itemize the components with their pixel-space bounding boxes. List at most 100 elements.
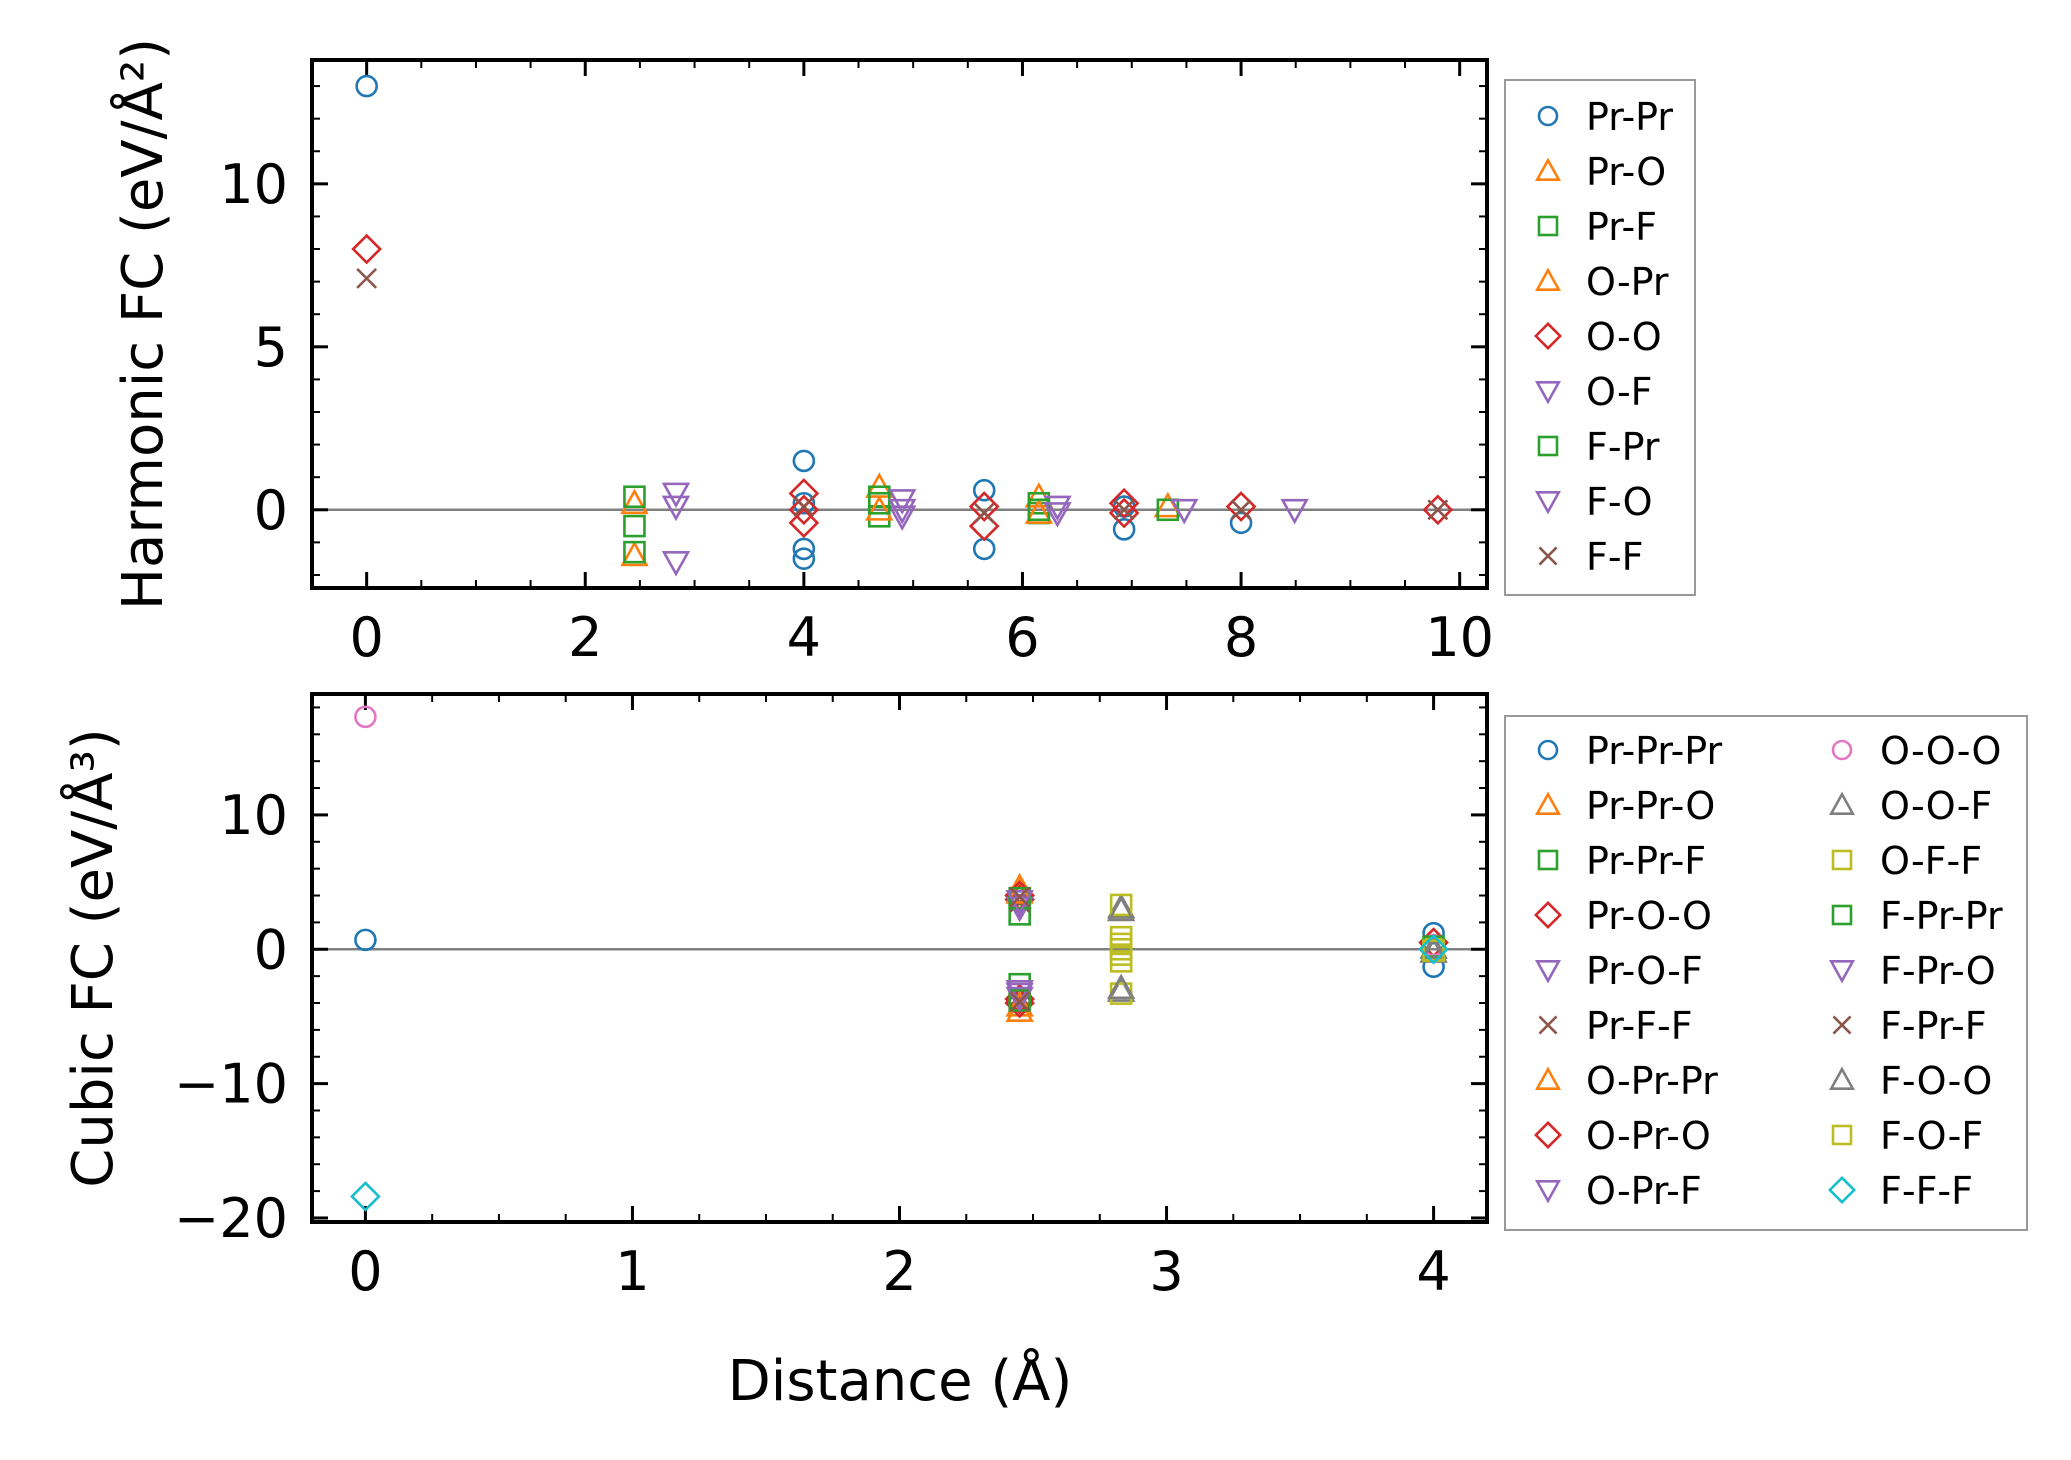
cubic-legend-box <box>1504 715 2028 1231</box>
point-pr-pr <box>972 478 996 502</box>
point-pr-pr <box>355 74 378 98</box>
legend-label-pr-o-o: Pr-O-O <box>1586 894 1712 938</box>
legend-marker-f-f <box>1538 546 1558 566</box>
point-pr-pr <box>792 491 816 515</box>
legend-label-o-pr-f: O-Pr-F <box>1586 1169 1702 1213</box>
legend-label-f-pr-f: F-Pr-F <box>1880 1004 1987 1048</box>
legend-label-f-o-o: F-O-O <box>1880 1059 1992 1103</box>
point-f-pr-f <box>1009 991 1031 1013</box>
point-pr-pr <box>792 547 816 570</box>
legend-label-f-pr-o: F-Pr-O <box>1880 949 1996 993</box>
point-o-o <box>351 233 382 265</box>
legend-marker-pr-pr-f <box>1537 849 1559 871</box>
legend-marker-pr-pr <box>1537 105 1559 127</box>
point-o-o <box>788 494 820 526</box>
point-f-o <box>888 498 917 525</box>
point-f-f <box>973 502 995 524</box>
legend-marker-pr-o-f <box>1534 960 1562 984</box>
cubic-ticks: 0 1 2 3 4 −20 −10 0 10 <box>174 694 1487 1303</box>
legend-marker-pr-f-f <box>1538 1015 1558 1035</box>
x-tick-label: 4 <box>1416 1240 1450 1303</box>
legend-marker-o-pr <box>1534 267 1562 291</box>
point-f-f-f <box>350 1181 381 1212</box>
point-o-o <box>968 510 1000 542</box>
legend-label-o-o-f: O-O-F <box>1880 784 1992 828</box>
harmonic-legend: Pr-Pr Pr-O Pr-F O-Pr O-O O-F F-Pr F-O F-F <box>1504 79 1696 596</box>
legend-marker-o-o <box>1534 322 1562 350</box>
harmonic-plot-frame <box>310 58 1489 590</box>
harmonic-points <box>351 74 1454 577</box>
y-tick-label: 0 <box>254 479 288 542</box>
legend-marker-pr-pr-o <box>1534 791 1562 815</box>
point-f-o <box>1043 502 1072 528</box>
legend-marker-f-pr-o <box>1828 960 1856 984</box>
legend-marker-f-pr-f <box>1832 1015 1852 1035</box>
legend-marker-pr-f <box>1537 215 1559 237</box>
legend-label-f-o: F-O <box>1586 480 1653 524</box>
harmonic-y-axis-label: Harmonic FC (eV/Å²) <box>110 38 176 610</box>
point-pr-pr <box>1229 511 1253 535</box>
point-pr-pr <box>1112 518 1136 541</box>
x-tick-label: 6 <box>1005 606 1039 669</box>
legend-label-o-pr-o: O-Pr-O <box>1586 1114 1711 1158</box>
cubic-y-axis-label: Cubic FC (eV/Å³) <box>60 728 126 1187</box>
legend-marker-pr-pr-pr <box>1537 739 1559 761</box>
legend-label-pr-f: Pr-F <box>1586 205 1657 249</box>
point-f-f-f <box>1418 933 1449 965</box>
point-pr-pr-f <box>1008 903 1031 926</box>
point-o-f-f <box>1109 893 1133 917</box>
point-f-o-o <box>1106 973 1136 1000</box>
x-axis-label: Distance (Å) <box>728 1348 1073 1414</box>
point-o-f <box>661 482 691 509</box>
y-tick-label: −20 <box>174 1187 288 1250</box>
point-o-f <box>661 551 691 577</box>
x-tick-label: 3 <box>1149 1240 1183 1303</box>
legend-marker-f-o-f <box>1831 1124 1853 1146</box>
point-pr-o <box>620 540 649 567</box>
point-f-o-f <box>1422 939 1445 962</box>
legend-label-f-f-f: F-F-F <box>1880 1169 1973 1213</box>
point-pr-pr <box>792 537 816 561</box>
point-o-o <box>1108 497 1140 529</box>
legend-label-pr-pr: Pr-Pr <box>1586 95 1673 139</box>
point-f-f <box>1113 499 1135 521</box>
point-pr-f <box>623 514 646 538</box>
point-f-f <box>1427 499 1449 521</box>
y-tick-label: 0 <box>254 918 288 981</box>
legend-marker-o-pr-f <box>1534 1180 1562 1204</box>
point-o-f <box>888 505 917 531</box>
cubic-panel: 0 1 2 3 4 −20 −10 0 10 Cubic FC (eV/Å³) Pr-Pr-Pr… <box>60 692 2028 1303</box>
legend-marker-o-f-f <box>1831 849 1853 871</box>
point-f-f <box>1230 499 1252 521</box>
legend-label-o-pr-pr: O-Pr-Pr <box>1586 1059 1718 1103</box>
legend-marker-f-o-o <box>1828 1066 1856 1090</box>
point-o-f <box>1043 495 1072 522</box>
cubic-plot-frame <box>310 692 1489 1224</box>
legend-label-o-pr: O-Pr <box>1586 260 1669 304</box>
legend-marker-o-pr-pr <box>1534 1066 1562 1090</box>
legend-marker-f-o <box>1534 491 1562 515</box>
legend-label-o-f-f: O-F-F <box>1880 839 1982 883</box>
point-o-pr <box>1024 498 1054 524</box>
legend-label-pr-o-f: Pr-O-F <box>1586 949 1703 993</box>
point-o-o <box>1422 494 1454 526</box>
point-f-pr-o <box>1005 986 1034 1013</box>
cubic-legend: Pr-Pr-Pr Pr-Pr-O Pr-Pr-F Pr-O-O Pr-O-F Pr-F-F… <box>1504 715 2028 1231</box>
point-o-o-f <box>1106 976 1136 1002</box>
x-tick-label: 0 <box>348 1240 382 1303</box>
point-pr-f <box>623 485 646 509</box>
point-f-o-f <box>1109 937 1133 961</box>
legend-label-pr-o: Pr-O <box>1586 150 1666 194</box>
y-tick-label: 5 <box>254 316 288 379</box>
point-o-f <box>1280 498 1309 525</box>
point-f-f <box>793 496 815 517</box>
x-tick-label: 0 <box>349 606 383 669</box>
y-tick-label: 10 <box>219 153 288 216</box>
legend-label-o-o: O-O <box>1586 315 1662 359</box>
point-o-f <box>661 495 691 522</box>
legend-label-f-pr: F-Pr <box>1586 425 1660 469</box>
legend-marker-f-pr <box>1537 435 1559 457</box>
point-pr-pr <box>972 537 996 561</box>
y-tick-label: 10 <box>219 784 288 847</box>
